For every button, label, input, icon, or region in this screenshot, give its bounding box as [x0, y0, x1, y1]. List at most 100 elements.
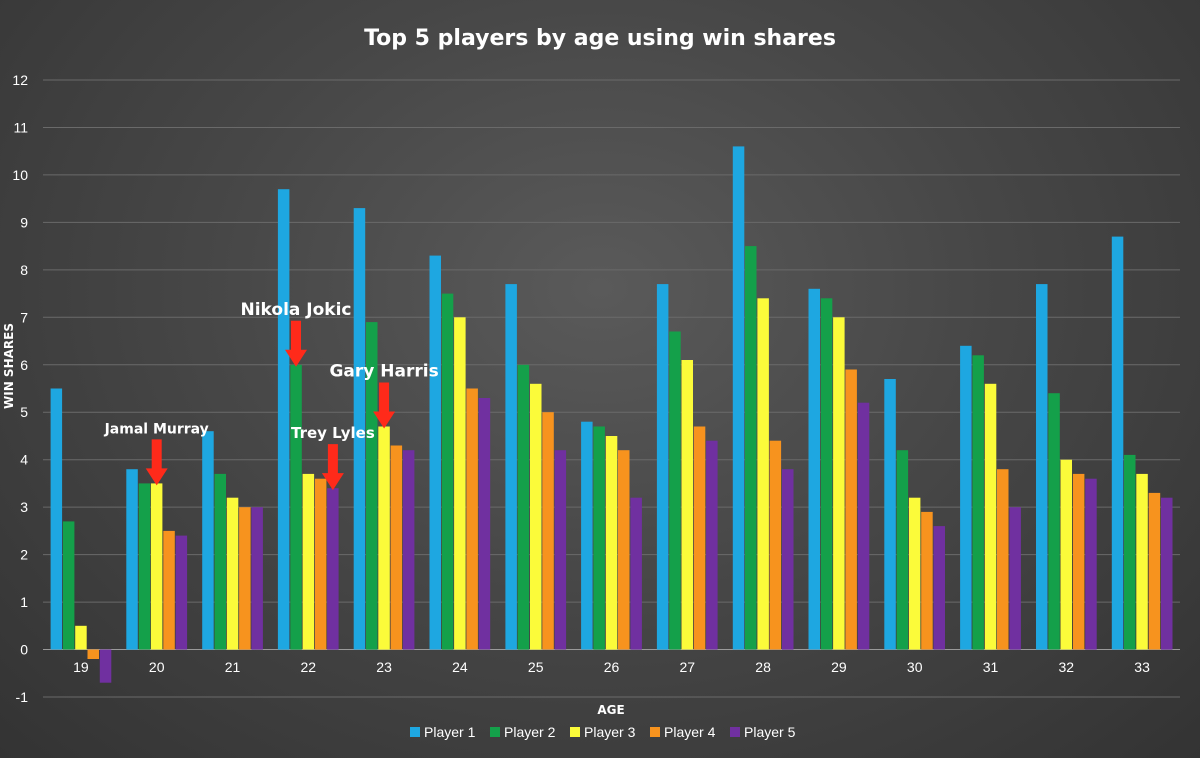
- bar: [402, 450, 415, 650]
- bar: [554, 450, 567, 650]
- y-tick-label: 1: [20, 594, 28, 610]
- y-tick-label: 0: [20, 642, 28, 658]
- annotation-label: Trey Lyles: [291, 424, 375, 442]
- bar: [239, 507, 251, 650]
- annotation-arrow: [145, 439, 168, 486]
- annotation-arrow: [285, 320, 307, 367]
- x-tick-label: 32: [1059, 659, 1075, 675]
- bar: [99, 649, 112, 683]
- bar: [896, 450, 909, 650]
- bar: [1060, 459, 1072, 650]
- bar: [327, 488, 339, 650]
- bar: [1111, 236, 1124, 650]
- bar: [163, 530, 175, 650]
- bar: [505, 284, 517, 650]
- y-axis-title: WIN SHARES: [2, 323, 16, 409]
- bar: [857, 402, 870, 650]
- x-tick-label: 30: [907, 659, 923, 675]
- x-axis-title: AGE: [597, 703, 624, 717]
- legend-item: Player 4: [650, 724, 716, 740]
- bar: [1072, 473, 1085, 650]
- annotations: Jamal Murray Nikola Jokic Trey Lyles Gary H…: [104, 300, 439, 491]
- legend-swatch: [490, 727, 500, 737]
- legend-label: Player 4: [664, 724, 716, 740]
- bar: [593, 426, 605, 650]
- y-tick-label: 4: [20, 452, 28, 468]
- annotation-label: Jamal Murray: [104, 421, 209, 437]
- bar: [1085, 478, 1097, 650]
- y-tick-label: 8: [20, 262, 28, 278]
- bar: [769, 440, 782, 650]
- bar: [972, 355, 984, 650]
- bar: [1009, 507, 1021, 650]
- bar: [1048, 393, 1060, 650]
- bar: [960, 345, 972, 650]
- bar: [1161, 497, 1173, 650]
- bar: [630, 497, 642, 650]
- bar: [820, 298, 833, 650]
- bar: [706, 440, 718, 650]
- x-tick-label: 25: [528, 659, 544, 675]
- x-tick-label: 31: [983, 659, 999, 675]
- bar: [251, 507, 263, 650]
- bar: [466, 388, 478, 650]
- legend-swatch: [410, 727, 420, 737]
- bar: [378, 426, 390, 650]
- legend-label: Player 5: [744, 724, 796, 740]
- legend-swatch: [570, 727, 580, 737]
- bar: [618, 450, 630, 650]
- annotation-label: Nikola Jokic: [240, 300, 351, 320]
- bar: [138, 483, 151, 650]
- bar: [366, 322, 378, 650]
- x-tick-label: 21: [225, 659, 241, 675]
- bar: [530, 383, 542, 650]
- bar: [290, 364, 302, 650]
- legend-swatch: [650, 727, 660, 737]
- bar: [441, 293, 454, 650]
- bar: [390, 445, 403, 650]
- bar: [314, 478, 327, 650]
- y-tick-label: 9: [20, 214, 28, 230]
- y-tick-label: 2: [20, 547, 28, 563]
- bar: [908, 497, 921, 650]
- bar: [1036, 284, 1048, 650]
- bar: [87, 649, 99, 659]
- bar: [1148, 492, 1161, 650]
- bar: [833, 317, 845, 650]
- y-tick-label: 11: [13, 119, 28, 135]
- y-tick-label: 10: [12, 167, 28, 183]
- bar: [126, 469, 138, 650]
- x-tick-label: 20: [149, 659, 165, 675]
- bar: [656, 284, 669, 650]
- legend-item: Player 2: [490, 724, 556, 740]
- bar: [277, 189, 290, 650]
- bar: [681, 360, 693, 650]
- legend-label: Player 3: [584, 724, 636, 740]
- annotation-arrow: [373, 382, 396, 429]
- bar: [745, 246, 757, 650]
- legend-item: Player 3: [570, 724, 636, 740]
- y-tick-label: 3: [20, 499, 28, 515]
- bar: [150, 483, 163, 650]
- bar: [429, 255, 441, 650]
- x-tick-label: 27: [680, 659, 696, 675]
- legend-swatch: [730, 727, 740, 737]
- bar: [605, 436, 618, 650]
- x-tick-label: 22: [301, 659, 317, 675]
- bar: [302, 473, 315, 650]
- bar: [732, 146, 745, 650]
- bar: [75, 625, 87, 650]
- x-tick-label: 29: [831, 659, 847, 675]
- bar: [226, 497, 239, 650]
- x-tick-label: 24: [452, 659, 468, 675]
- chart-title: Top 5 players by age using win shares: [364, 26, 836, 51]
- x-axis-ticks: 19 20 21 22 23 24 25 26 27 28 29 30 31 32 33: [73, 659, 1150, 675]
- bar: [175, 535, 188, 650]
- bar: [669, 331, 681, 650]
- x-tick-label: 23: [376, 659, 392, 675]
- bar: [693, 426, 706, 650]
- legend: Player 1 Player 2 Player 3 Player 4 Player 5: [410, 724, 796, 740]
- bar: [933, 526, 945, 650]
